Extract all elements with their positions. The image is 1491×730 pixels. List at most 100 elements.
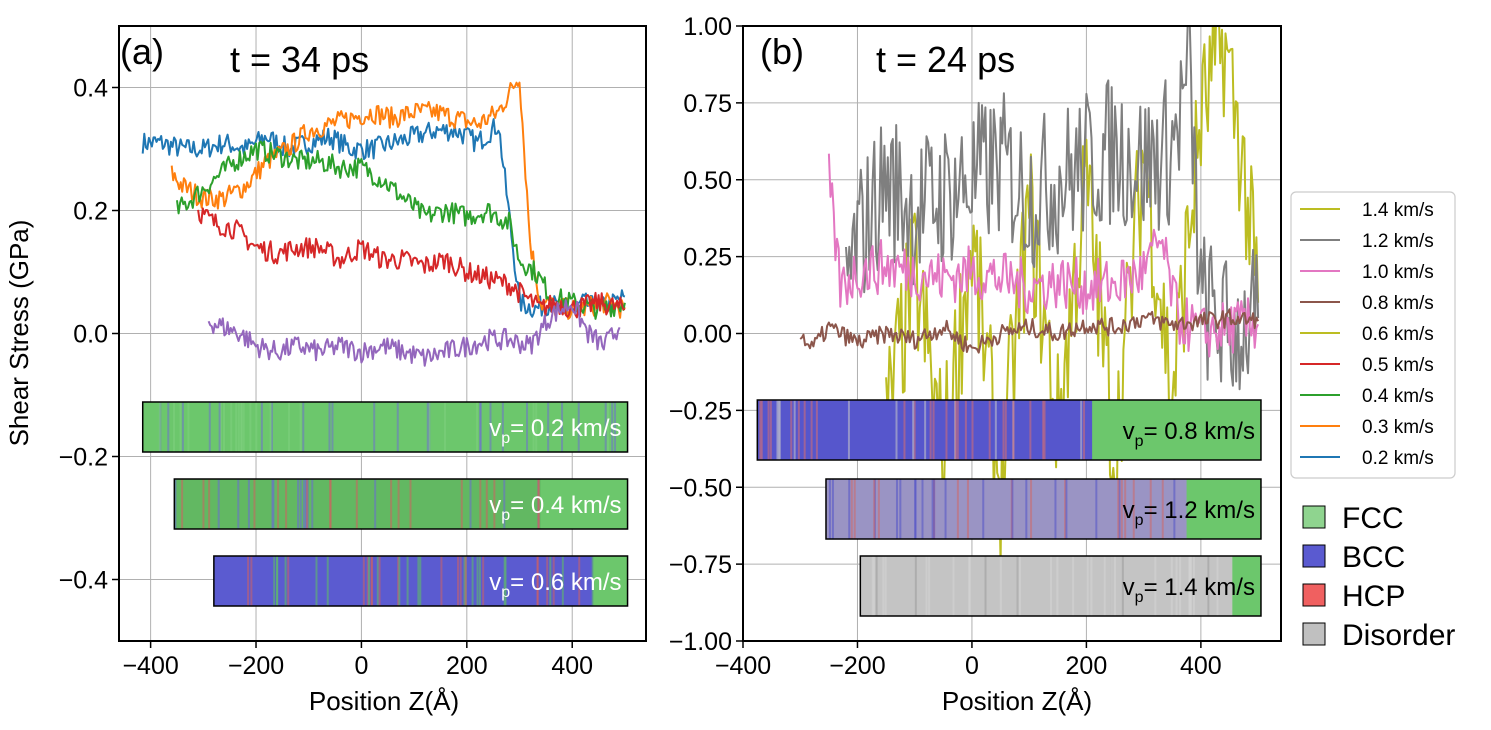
inset-label-value: = 0.4 km/s	[510, 492, 621, 519]
inset-texture	[850, 479, 853, 539]
inset-texture	[877, 479, 880, 539]
inset-texture	[331, 402, 334, 452]
inset-texture	[988, 400, 991, 460]
inset-texture	[982, 479, 985, 539]
x-tick-label: 200	[446, 652, 488, 680]
inset-texture	[1103, 556, 1106, 616]
panel-a-ticks: −400 −200 0 200 400 −0.4 −0.2 0.0 0.2 0.4	[59, 75, 593, 681]
inset-texture	[208, 479, 211, 529]
inset-texture	[984, 556, 987, 616]
inset-texture	[921, 479, 924, 539]
inset-texture	[368, 556, 371, 606]
y-tick-label: −0.25	[669, 397, 732, 425]
inset-label: vp= 0.6 km/s	[489, 569, 621, 601]
inset-texture	[1207, 556, 1210, 616]
legend-label: 1.4 km/s	[1362, 200, 1434, 221]
inset-texture	[546, 556, 549, 606]
panel-a-tag: (a)	[120, 31, 164, 72]
inset-snapshot: vp= 0.8 km/s	[756, 399, 1262, 461]
inset-texture	[489, 402, 492, 452]
inset-label-sub: p	[501, 584, 510, 601]
inset-texture	[1090, 556, 1093, 616]
inset-frame	[859, 555, 1262, 617]
inset-texture	[1188, 556, 1191, 616]
inset-texture	[1080, 400, 1083, 460]
inset-texture	[1019, 556, 1022, 616]
inset-texture	[443, 402, 446, 452]
inset-texture	[1025, 479, 1028, 539]
x-tick-label: 0	[965, 652, 979, 680]
inset-texture	[831, 479, 834, 539]
inset-texture	[871, 556, 874, 616]
y-tick-label: 0.25	[683, 244, 732, 272]
legend-label: 0.5 km/s	[1362, 355, 1434, 376]
inset-texture	[485, 479, 488, 529]
inset-texture	[931, 479, 934, 539]
inset-texture	[1154, 556, 1157, 616]
legend-label: 1.2 km/s	[1362, 231, 1434, 252]
inset-label: vp= 1.2 km/s	[1123, 497, 1255, 529]
inset-texture	[790, 400, 793, 460]
inset-label-value: = 1.4 km/s	[1144, 574, 1255, 601]
inset-texture	[1095, 479, 1098, 539]
inset-texture	[848, 479, 851, 539]
inset-texture	[903, 400, 906, 460]
inset-texture	[1016, 556, 1019, 616]
inset-texture	[614, 402, 617, 452]
inset-texture	[181, 402, 184, 452]
inset-texture	[304, 479, 307, 529]
inset-frame	[173, 478, 629, 530]
inset-snapshot: vp= 0.6 km/s	[213, 555, 629, 607]
x-tick-label: −400	[122, 652, 178, 680]
x-tick-label: 400	[1180, 652, 1222, 680]
y-tick-label: 0.4	[73, 75, 108, 103]
inset-texture	[167, 402, 170, 452]
inset-texture	[853, 479, 856, 539]
inset-texture	[219, 402, 222, 452]
panel-b: vp= 0.8 km/s vp= 1.2 km/s vp= 1.4 km/s −40…	[669, 13, 1282, 716]
inset-label-v: v	[1123, 574, 1135, 601]
inset-texture	[537, 479, 540, 529]
inset-texture	[460, 479, 463, 529]
inset-texture	[604, 402, 607, 452]
inset-texture	[1050, 556, 1053, 616]
phase-swatch	[1302, 622, 1326, 646]
inset-texture	[549, 556, 552, 606]
inset-texture	[767, 400, 770, 460]
inset-texture	[299, 479, 302, 529]
inset-texture	[884, 556, 887, 616]
x-tick-label: −400	[715, 652, 771, 680]
inset-texture	[374, 479, 377, 529]
inset-texture	[1029, 400, 1032, 460]
inset-texture	[1054, 479, 1057, 539]
inset-texture	[577, 402, 580, 452]
inset-texture	[1117, 479, 1120, 539]
inset-texture	[895, 400, 898, 460]
y-tick-label: −0.75	[669, 551, 732, 579]
series-line-0-4-km-s	[176, 140, 626, 320]
inset-texture	[578, 556, 581, 606]
x-tick-label: 200	[1066, 652, 1108, 680]
inset-texture	[172, 402, 175, 452]
x-tick-label: −200	[829, 652, 885, 680]
inset-texture	[373, 402, 376, 452]
inset-texture	[255, 402, 258, 452]
inset-texture	[503, 479, 506, 529]
inset-texture	[847, 400, 850, 460]
x-tick-label: −200	[228, 652, 284, 680]
inset-texture	[478, 556, 481, 606]
inset-snapshot: vp= 1.4 km/s	[859, 555, 1262, 617]
inset-texture	[1012, 400, 1015, 460]
inset-texture	[606, 402, 609, 452]
y-tick-label: 0.0	[73, 321, 108, 349]
inset-label-value: = 0.2 km/s	[510, 415, 621, 442]
inset-texture	[223, 402, 226, 452]
inset-texture	[1161, 479, 1164, 539]
phase-swatch	[1302, 544, 1326, 568]
inset-texture	[532, 402, 535, 452]
inset-texture	[247, 556, 250, 606]
inset-texture	[1113, 556, 1116, 616]
inset-texture	[247, 479, 250, 529]
legend-label: 0.3 km/s	[1362, 417, 1434, 438]
inset-texture	[952, 556, 955, 616]
